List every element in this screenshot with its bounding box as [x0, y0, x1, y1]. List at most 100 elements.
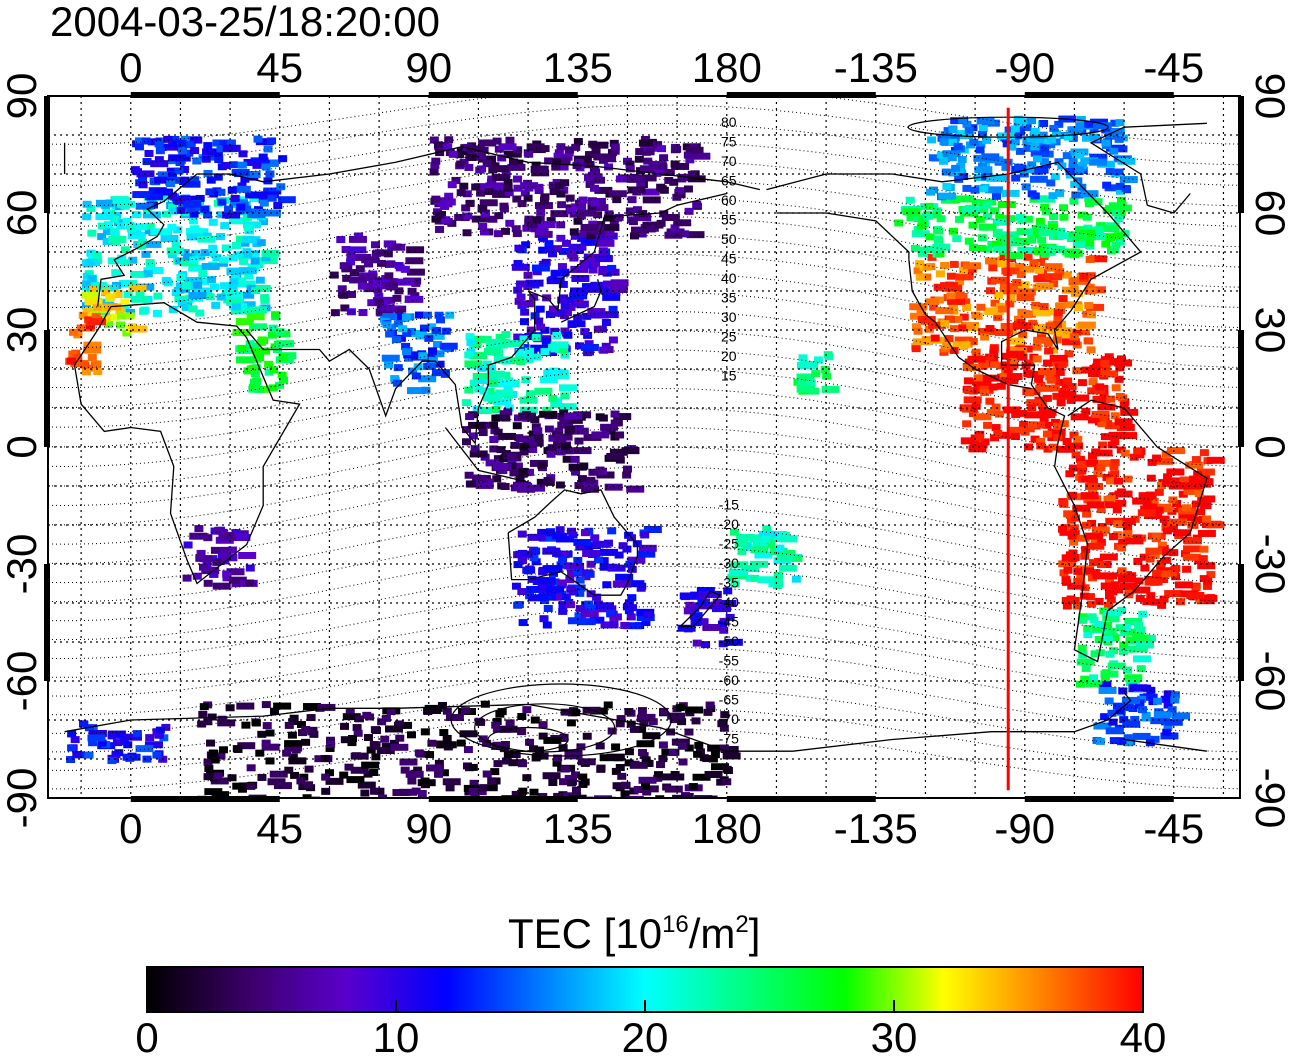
tec-pixel	[1067, 532, 1077, 540]
tec-pixel	[180, 249, 190, 257]
tec-pixel	[252, 377, 262, 385]
tec-pixel	[811, 370, 821, 378]
tec-pixel	[390, 375, 400, 383]
tec-pixel	[228, 286, 238, 294]
tec-pixel	[515, 435, 534, 443]
contour-label: -15	[719, 496, 739, 512]
tec-pixel	[551, 163, 561, 171]
tec-pixel	[534, 387, 553, 395]
tec-pixel	[641, 618, 651, 626]
tec-pixel	[694, 741, 704, 749]
tec-pixel	[971, 198, 981, 206]
tec-pixel	[464, 471, 474, 479]
tec-pixel	[473, 406, 492, 414]
tec-pixel	[1202, 582, 1212, 590]
tec-pixel	[955, 291, 965, 299]
tec-pixel	[394, 720, 404, 728]
tec-pixel	[1152, 569, 1162, 577]
tec-pixel	[132, 730, 142, 738]
tec-pixel	[417, 790, 427, 798]
tec-pixel	[593, 795, 612, 798]
tec-pixel	[402, 329, 412, 337]
tec-pixel	[797, 362, 816, 370]
tec-pixel	[1025, 425, 1035, 433]
tec-pixel	[573, 568, 583, 576]
tec-pixel	[542, 547, 561, 555]
tec-pixel	[194, 287, 213, 295]
tec-pixel	[82, 272, 92, 280]
tec-pixel	[559, 294, 569, 302]
tec-pixel	[130, 295, 149, 303]
tec-pixel	[418, 352, 428, 360]
tec-pixel	[1063, 510, 1073, 518]
tec-pixel	[127, 231, 146, 239]
tec-pixel	[107, 730, 126, 738]
coastline	[63, 122, 1207, 214]
tec-pixel	[517, 200, 527, 208]
tec-pixel	[959, 267, 969, 275]
tec-pixel	[518, 467, 528, 475]
tec-pixel	[992, 230, 1002, 238]
tec-pixel	[1084, 200, 1094, 208]
tec-pixel	[559, 369, 569, 377]
tec-pixel	[625, 165, 635, 173]
tec-pixel	[1154, 506, 1164, 514]
tec-pixel	[638, 544, 657, 552]
tec-pixel	[451, 176, 461, 184]
tec-pixel	[484, 188, 494, 196]
tec-pixel	[1038, 367, 1057, 375]
tec-pixel	[1074, 166, 1084, 174]
tec-pixel	[202, 148, 221, 156]
tec-pixel	[439, 342, 458, 350]
tec-pixel	[512, 230, 522, 238]
tec-pixel	[993, 291, 1003, 299]
tec-pixel	[271, 311, 281, 319]
tec-pixel	[601, 224, 620, 232]
tec-pixel	[1139, 693, 1158, 701]
tec-pixel	[558, 607, 568, 615]
tec-pixel	[518, 412, 537, 420]
tec-pixel	[228, 254, 238, 262]
tec-pixel	[909, 303, 928, 311]
tec-pixel	[1125, 636, 1135, 644]
tec-pixel	[269, 770, 288, 778]
magnetic-contours	[48, 96, 1240, 790]
lat-tick-label: -60	[0, 651, 45, 712]
tec-pixel	[599, 346, 609, 354]
tec-pixel	[658, 741, 668, 749]
tec-pixel	[1090, 370, 1100, 378]
tec-pixel	[282, 749, 292, 757]
tec-pixel	[1164, 590, 1183, 598]
tec-pixel	[431, 215, 441, 223]
tec-pixel	[1101, 240, 1111, 248]
tec-pixel	[1132, 655, 1151, 663]
tec-pixel	[509, 158, 519, 166]
tec-pixel	[1030, 149, 1049, 157]
tec-pixel	[979, 156, 989, 164]
tec-pixel	[278, 354, 288, 362]
tec-pixel	[1056, 227, 1066, 235]
tec-pixel	[1065, 168, 1084, 176]
tec-pixel	[340, 736, 350, 744]
tec-pixel	[382, 313, 401, 321]
tec-pixel	[546, 585, 565, 593]
tec-pixel	[1064, 301, 1083, 309]
tec-pixel	[227, 186, 237, 194]
tec-pixel	[911, 323, 921, 331]
tec-pixel	[223, 296, 242, 304]
tec-pixel	[658, 162, 668, 170]
tec-pixel	[1123, 734, 1133, 742]
tec-pixel	[911, 345, 921, 353]
tec-pixel	[66, 357, 76, 365]
tec-pixel	[976, 140, 986, 148]
tec-pixel	[590, 534, 600, 542]
tec-pixel	[210, 756, 220, 764]
tec-pixel	[273, 201, 283, 209]
tec-pixel	[611, 767, 621, 775]
tec-pixel	[1054, 158, 1064, 166]
tec-pixel	[1077, 379, 1087, 387]
tec-pixel	[257, 336, 267, 344]
tec-pixel	[1089, 153, 1108, 161]
tec-pixel	[567, 617, 586, 625]
